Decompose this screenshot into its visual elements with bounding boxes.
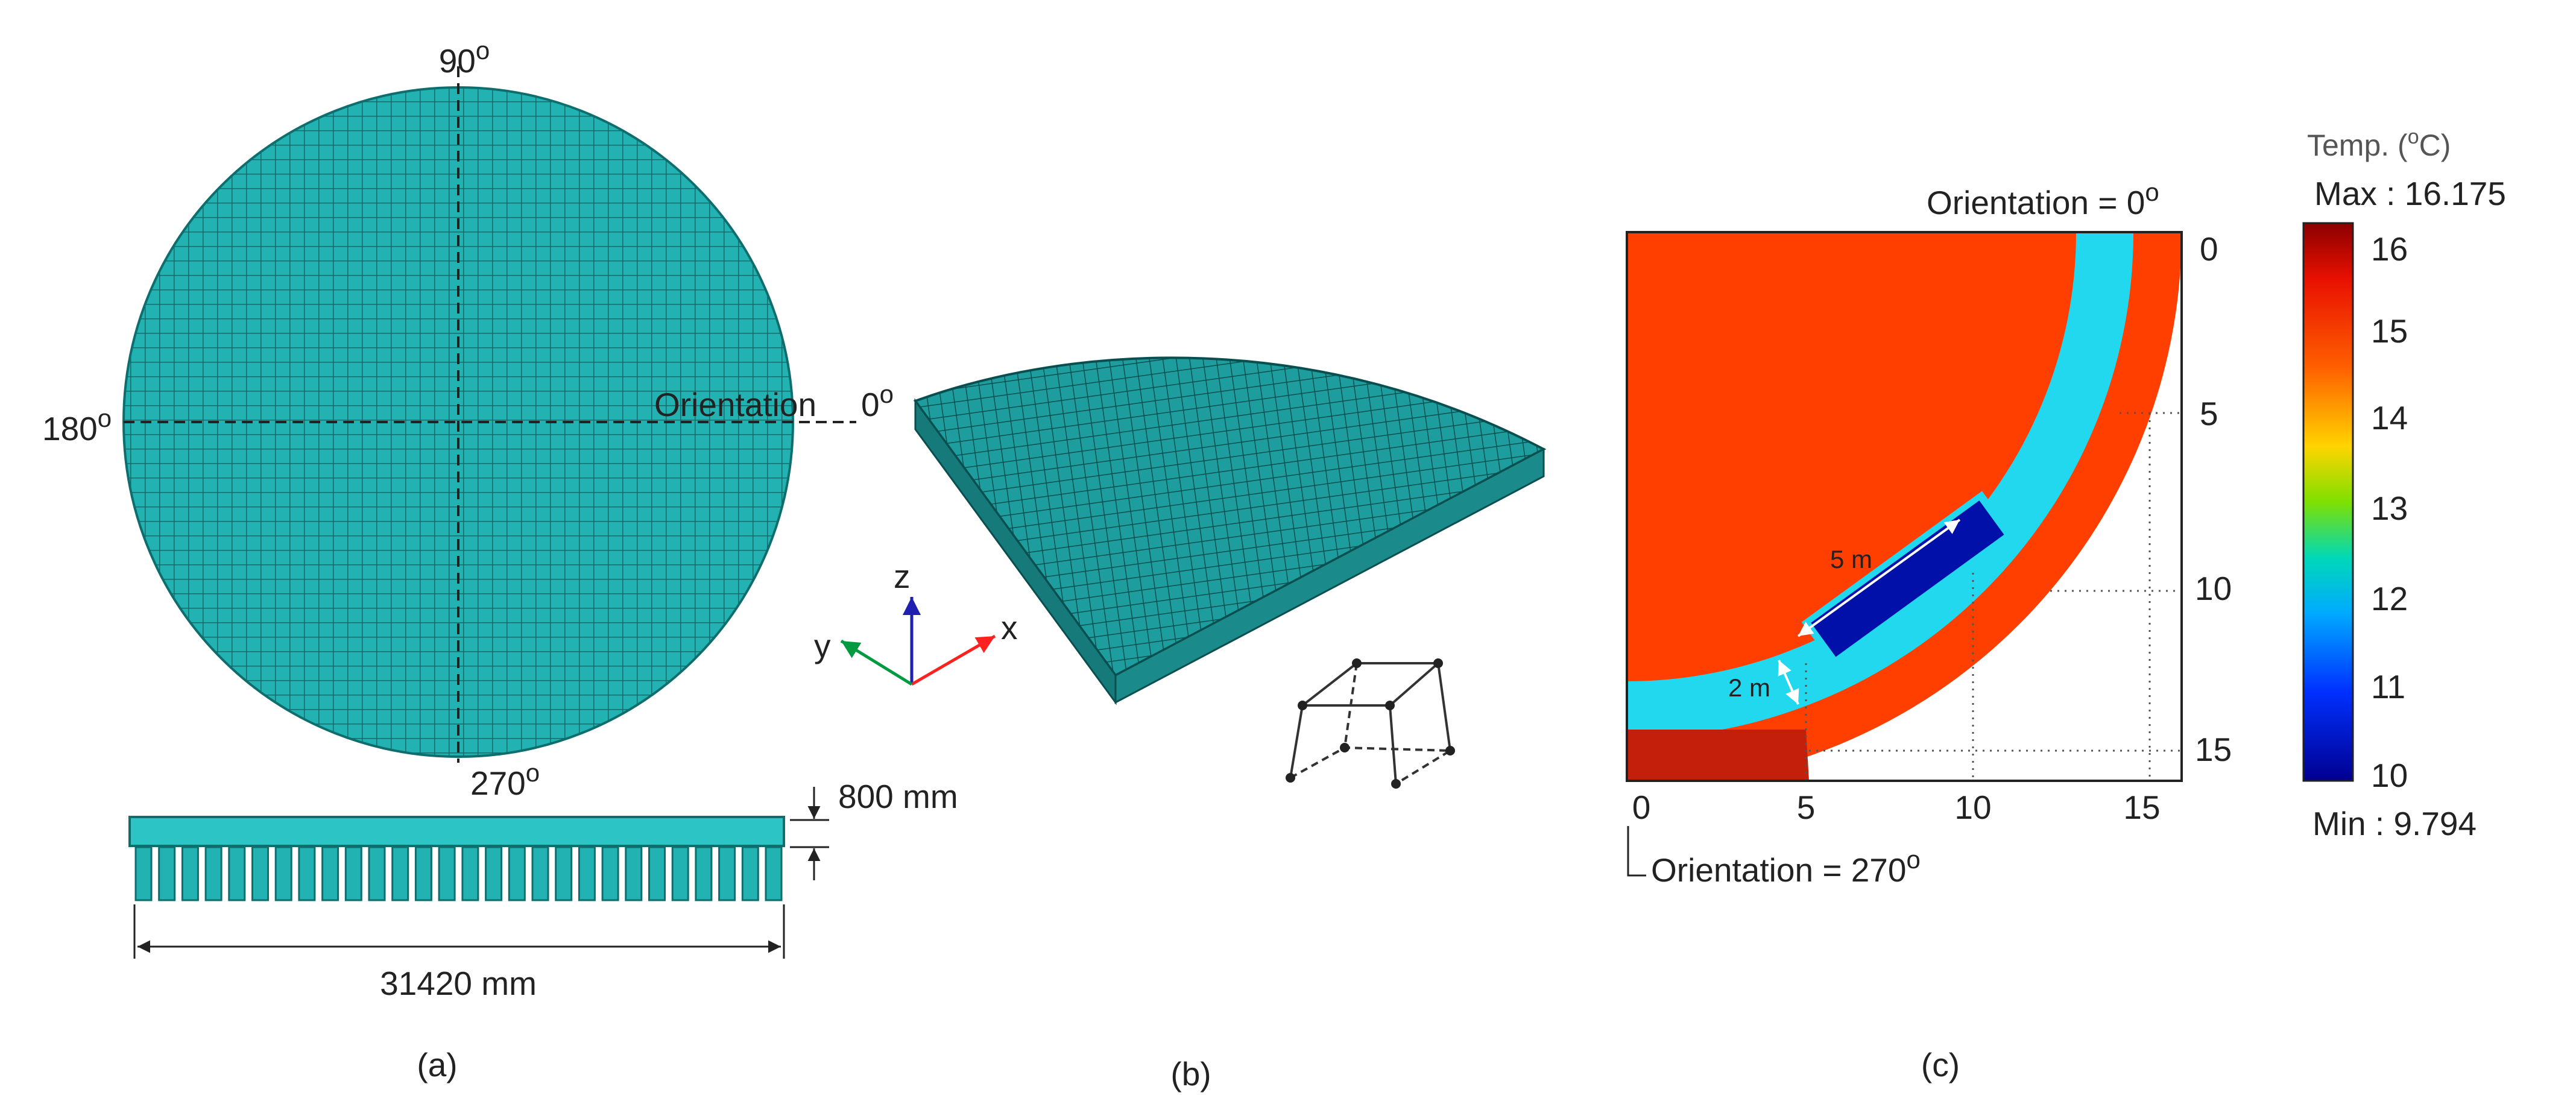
- y-tick-labels: 0 5 10 15: [2195, 230, 2232, 768]
- x-tick-label: 0: [1632, 789, 1651, 826]
- colorbar-tick-label: 16: [2371, 230, 2408, 268]
- y-tick-label: 0: [2200, 230, 2218, 268]
- panel-b: z x y (b): [814, 356, 1547, 1093]
- pile: [321, 846, 339, 901]
- pile: [718, 846, 736, 901]
- orientation-bottom-bracket: [1627, 826, 1646, 877]
- colorbar-gradient: [2302, 222, 2354, 782]
- plot-gridlines: [1805, 412, 2182, 781]
- width-dimension-label: 2 m: [1728, 673, 1770, 702]
- colorbar-tick-label: 14: [2371, 399, 2408, 437]
- pile: [414, 846, 432, 901]
- temperature-dark-strip: [1627, 730, 1809, 781]
- pile: [298, 846, 316, 901]
- y-tick-label: 10: [2195, 570, 2232, 607]
- colorbar-max-label: Max : 16.175: [2314, 175, 2506, 212]
- pile: [741, 846, 759, 901]
- thickness-label: 800 mm: [838, 778, 958, 815]
- x-tick-label: 15: [2123, 789, 2160, 826]
- orientation-label: Orientation: [654, 386, 816, 423]
- pile: [625, 846, 643, 901]
- pile: [134, 846, 153, 901]
- pile: [461, 846, 479, 901]
- colorbar-tick-label: 15: [2371, 312, 2408, 350]
- colorbar-tick-labels: 16 15 14 13 12 11 10: [2371, 230, 2408, 794]
- pile: [228, 846, 246, 901]
- pile: [555, 846, 573, 901]
- panel-a: 90o 180o 270o Orientation 0o 800 mm 3142…: [42, 36, 958, 1083]
- width-dimension-arrow: [1778, 660, 1799, 705]
- pile: [671, 846, 689, 901]
- mesh-quarter-top-face: [913, 356, 1547, 677]
- colorbar-title: Temp. (oC): [2307, 125, 2451, 162]
- pile: [531, 846, 549, 901]
- angle-180-label: 180o: [42, 404, 112, 447]
- caption-a: (a): [417, 1046, 457, 1083]
- x-tick-label: 10: [1954, 789, 1991, 826]
- y-axis-arrow: [840, 639, 913, 686]
- z-axis-label: z: [894, 558, 911, 595]
- pile: [648, 846, 666, 901]
- y-tick-label: 15: [2195, 731, 2232, 768]
- colorbar-tick-label: 10: [2371, 757, 2408, 794]
- x-tick-labels: 0 5 10 15: [1632, 789, 2161, 826]
- angle-90-label: 90o: [439, 36, 490, 80]
- y-tick-label: 5: [2200, 395, 2218, 432]
- angle-270-label: 270o: [470, 758, 540, 802]
- colorbar-min-label: Min : 9.794: [2312, 805, 2477, 842]
- colorbar-tick-label: 12: [2371, 580, 2408, 617]
- mesh-quarter-right-face: [1114, 447, 1545, 704]
- pile: [485, 846, 503, 901]
- pile: [204, 846, 223, 901]
- pile: [251, 846, 269, 901]
- angle-0-label: 0o: [861, 380, 894, 423]
- length-dimension-arrow: [1797, 519, 1961, 637]
- x-axis-label: x: [1001, 609, 1018, 646]
- pile: [578, 846, 596, 901]
- colorbar-tick-label: 11: [2371, 668, 2405, 705]
- pile: [181, 846, 199, 901]
- pile: [695, 846, 713, 901]
- plot-frame: [1626, 231, 2183, 782]
- pile: [438, 846, 456, 901]
- orientation-bottom-label: Orientation = 270o: [1651, 845, 1921, 889]
- pile: [391, 846, 409, 901]
- temperature-inner-hot: [1627, 232, 2076, 681]
- pile-row: [134, 846, 783, 901]
- caption-b: (b): [1170, 1055, 1211, 1093]
- x-tick-label: 5: [1797, 789, 1816, 826]
- pile: [765, 846, 783, 901]
- colorbar-tick-label: 13: [2371, 490, 2408, 527]
- hexahedral-element-icon: [1286, 658, 1455, 789]
- pile: [368, 846, 386, 901]
- slab-side-view: [128, 816, 785, 847]
- x-axis-arrow: [911, 634, 996, 686]
- length-dimension-label: 5 m: [1830, 545, 1872, 573]
- pile: [158, 846, 176, 901]
- caption-c: (c): [1921, 1046, 1960, 1083]
- panel-c: 5 m 2 m Orientation = 0o Orientation = 2…: [1626, 125, 2506, 1083]
- width-label: 31420 mm: [380, 965, 537, 1002]
- orientation-top-label: Orientation = 0o: [1927, 178, 2159, 221]
- pile: [344, 846, 362, 901]
- pile: [601, 846, 619, 901]
- y-axis-label: y: [814, 627, 831, 664]
- pile: [508, 846, 526, 901]
- pile: [274, 846, 292, 901]
